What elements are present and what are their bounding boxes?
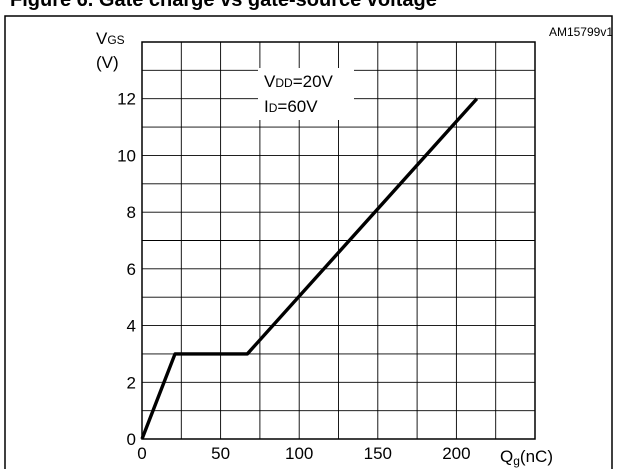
y-axis-label-sub: GS bbox=[107, 33, 124, 47]
y-axis-unit: (V) bbox=[96, 53, 119, 72]
plot-area: 0 50 100 150 200 0 2 4 6 8 10 12 VDD=20V ID=60V bbox=[117, 41, 536, 463]
y-tick-label: 2 bbox=[127, 373, 136, 392]
x-axis-label-main: Q bbox=[500, 447, 513, 466]
y-tick-label: 4 bbox=[127, 317, 136, 336]
x-axis-label: Qg(nC) bbox=[500, 447, 553, 468]
y-tick-label: 8 bbox=[127, 203, 136, 222]
figure-id: AM15799v1 bbox=[549, 25, 613, 39]
annotation-box: VDD=20V ID=60V bbox=[258, 68, 354, 120]
y-axis-label: VGS bbox=[96, 29, 125, 48]
annotation-line: VDD=20V bbox=[264, 72, 334, 91]
y-tick-label: 0 bbox=[127, 430, 136, 449]
x-tick-label: 100 bbox=[285, 444, 313, 463]
x-tick-label: 0 bbox=[137, 444, 146, 463]
x-tick-label: 150 bbox=[364, 444, 392, 463]
figure-frame bbox=[4, 15, 613, 469]
y-tick-label: 10 bbox=[117, 146, 136, 165]
series-line bbox=[140, 97, 479, 440]
y-axis-label-main: V bbox=[96, 29, 108, 48]
page-heading: Figure 6. Gate charge vs gate-source vol… bbox=[10, 0, 437, 11]
annotation-background bbox=[258, 68, 354, 120]
y-tick-label: 6 bbox=[127, 260, 136, 279]
annotation-line: ID=60V bbox=[264, 97, 318, 116]
y-tick-label: 12 bbox=[117, 90, 136, 109]
x-tick-label: 50 bbox=[211, 444, 230, 463]
series-layer bbox=[140, 97, 479, 440]
x-tick-label: 200 bbox=[442, 444, 470, 463]
x-tick-labels: 0 50 100 150 200 bbox=[137, 444, 470, 463]
x-axis-label-unit: (nC) bbox=[520, 447, 553, 466]
y-tick-labels: 0 2 4 6 8 10 12 bbox=[117, 90, 136, 449]
x-axis-label-sub: g bbox=[513, 454, 520, 468]
plot-frame bbox=[141, 41, 536, 440]
